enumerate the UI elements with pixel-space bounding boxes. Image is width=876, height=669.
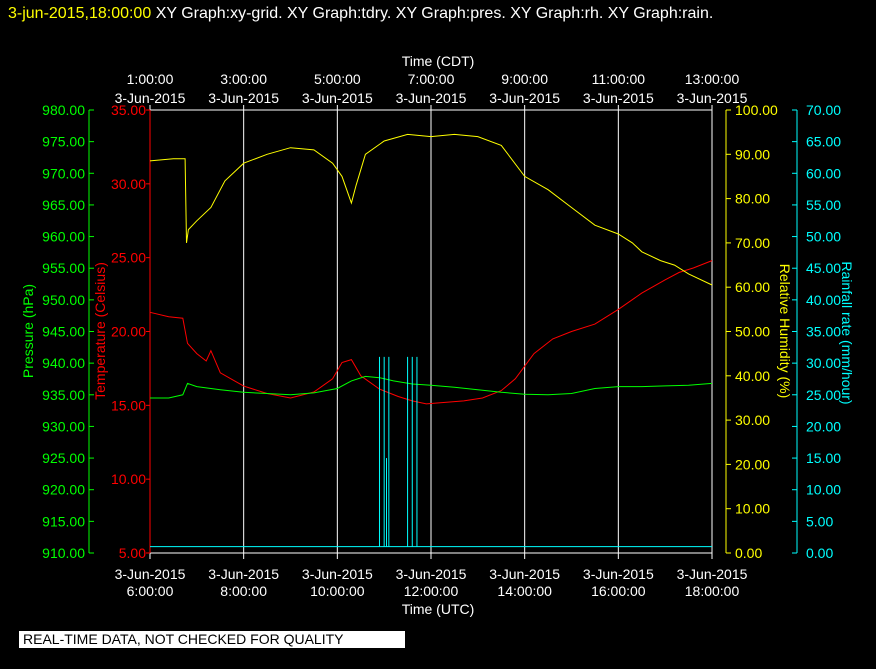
pressure-tick-label: 915.00 — [42, 513, 85, 529]
bottom-tick-time: 16:00:00 — [591, 583, 646, 599]
humidity-tick-label: 30.00 — [735, 412, 770, 428]
top-tick-time: 5:00:00 — [314, 71, 361, 87]
pressure-tick-label: 935.00 — [42, 387, 85, 403]
bottom-tick-date: 3-Jun-2015 — [489, 566, 560, 582]
bottom-tick-date: 3-Jun-2015 — [208, 566, 279, 582]
humidity-tick-label: 60.00 — [735, 279, 770, 295]
temperature-axis-title: Temperature (Celsius) — [92, 262, 108, 400]
pressure-axis-title: Pressure (hPa) — [20, 284, 36, 378]
pressure-tick-label: 980.00 — [42, 102, 85, 118]
temperature-tick-label: 15.00 — [111, 397, 146, 413]
top-tick-time: 7:00:00 — [408, 71, 455, 87]
temperature-tick-label: 25.00 — [111, 250, 146, 266]
rainfall-tick-label: 65.00 — [806, 134, 841, 150]
rainfall-tick-label: 35.00 — [806, 324, 841, 340]
rainfall-tick-label: 40.00 — [806, 292, 841, 308]
bottom-tick-time: 12:00:00 — [404, 583, 459, 599]
bottom-tick-time: 6:00:00 — [127, 583, 174, 599]
pressure-tick-label: 925.00 — [42, 450, 85, 466]
humidity-tick-label: 0.00 — [735, 545, 762, 561]
bottom-tick-time: 18:00:00 — [685, 583, 740, 599]
humidity-series-line — [149, 133, 713, 286]
top-tick-time: 3:00:00 — [220, 71, 267, 87]
pressure-tick-label: 975.00 — [42, 134, 85, 150]
bottom-tick-date: 3-Jun-2015 — [396, 566, 467, 582]
top-axis-label: Time (CDT) — [402, 53, 475, 69]
bottom-tick-date: 3-Jun-2015 — [677, 566, 748, 582]
rainfall-tick-label: 50.00 — [806, 229, 841, 245]
rainfall-tick-label: 55.00 — [806, 197, 841, 213]
pressure-tick-label: 910.00 — [42, 545, 85, 561]
pressure-tick-label: 965.00 — [42, 197, 85, 213]
humidity-tick-label: 10.00 — [735, 501, 770, 517]
rainfall-tick-label: 60.00 — [806, 165, 841, 181]
header-graph-list: XY Graph:xy-grid. XY Graph:tdry. XY Grap… — [155, 5, 714, 22]
temperature-tick-label: 5.00 — [119, 545, 146, 561]
top-tick-time: 1:00:00 — [127, 71, 174, 87]
bottom-tick-date: 3-Jun-2015 — [583, 566, 654, 582]
bottom-tick-time: 8:00:00 — [220, 583, 267, 599]
rainfall-tick-label: 25.00 — [806, 387, 841, 403]
temperature-series-line — [149, 260, 713, 405]
pressure-tick-label: 920.00 — [42, 482, 85, 498]
pressure-tick-label: 960.00 — [42, 229, 85, 245]
top-tick-time: 11:00:00 — [592, 71, 646, 87]
top-tick-time: 13:00:00 — [685, 71, 740, 87]
temperature-tick-label: 20.00 — [111, 324, 146, 340]
bottom-tick-time: 14:00:00 — [497, 583, 552, 599]
quality-banner: REAL-TIME DATA, NOT CHECKED FOR QUALITY — [19, 631, 405, 648]
rainfall-tick-label: 5.00 — [806, 513, 833, 529]
pressure-tick-label: 945.00 — [42, 324, 85, 340]
pressure-series-line — [150, 375, 713, 399]
top-tick-date: 3-Jun-2015 — [489, 90, 560, 106]
temperature-tick-label: 30.00 — [111, 176, 146, 192]
rainfall-tick-label: 0.00 — [806, 545, 833, 561]
top-tick-date: 3-Jun-2015 — [677, 90, 748, 106]
rainfall-tick-label: 45.00 — [806, 260, 841, 276]
header-timestamp: 3-jun-2015,18:00:00 — [8, 5, 152, 22]
humidity-tick-label: 90.00 — [735, 146, 770, 162]
rainfall-tick-label: 20.00 — [806, 418, 841, 434]
top-tick-time: 9:00:00 — [501, 71, 548, 87]
pressure-tick-label: 955.00 — [42, 260, 85, 276]
rainfall-tick-label: 70.00 — [806, 102, 841, 118]
bottom-tick-date: 3-Jun-2015 — [115, 566, 186, 582]
header-title: 3-jun-2015,18:00:00 XY Graph:xy-grid. XY… — [8, 5, 713, 23]
top-tick-date: 3-Jun-2015 — [302, 90, 373, 106]
top-tick-date: 3-Jun-2015 — [583, 90, 654, 106]
humidity-tick-label: 50.00 — [735, 324, 770, 340]
humidity-tick-label: 80.00 — [735, 191, 770, 207]
pressure-tick-label: 940.00 — [42, 355, 85, 371]
rainfall-tick-label: 30.00 — [806, 355, 841, 371]
top-tick-date: 3-Jun-2015 — [396, 90, 467, 106]
pressure-tick-label: 970.00 — [42, 165, 85, 181]
bottom-tick-date: 3-Jun-2015 — [302, 566, 373, 582]
bottom-tick-time: 10:00:00 — [310, 583, 365, 599]
rainfall-tick-label: 15.00 — [806, 450, 841, 466]
top-tick-date: 3-Jun-2015 — [208, 90, 279, 106]
humidity-tick-label: 70.00 — [735, 235, 770, 251]
humidity-tick-label: 40.00 — [735, 368, 770, 384]
humidity-tick-label: 20.00 — [735, 456, 770, 472]
rainfall-tick-label: 10.00 — [806, 482, 841, 498]
humidity-tick-label: 100.00 — [735, 102, 778, 118]
pressure-tick-label: 930.00 — [42, 418, 85, 434]
bottom-axis-label: Time (UTC) — [402, 601, 475, 617]
rainfall-axis-title: Rainfall rate (mm/hour) — [839, 261, 855, 404]
top-tick-date: 3-Jun-2015 — [115, 90, 186, 106]
temperature-tick-label: 10.00 — [111, 471, 146, 487]
temperature-tick-label: 35.00 — [111, 102, 146, 118]
humidity-axis-title: Relative Humidity (%) — [777, 264, 793, 399]
pressure-tick-label: 950.00 — [42, 292, 85, 308]
